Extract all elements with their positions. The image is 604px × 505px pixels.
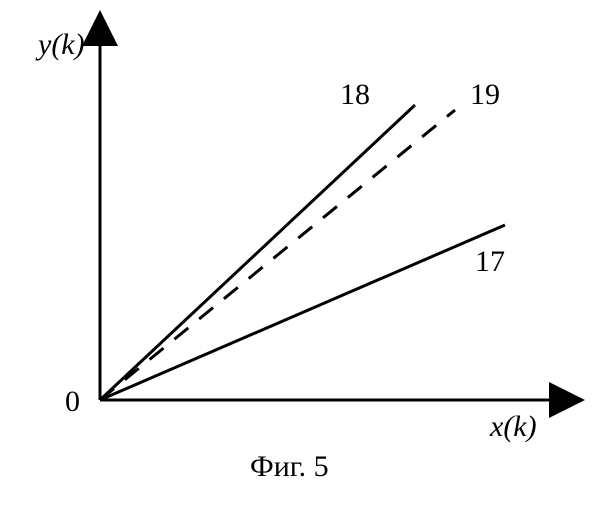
line-label-19: 19 xyxy=(470,78,500,112)
line-label-18: 18 xyxy=(340,78,370,112)
figure-caption: Фиг. 5 xyxy=(250,450,329,484)
x-axis-label: x(k) xyxy=(490,410,537,444)
y-axis-label: y(k) xyxy=(38,28,85,62)
line-label-17: 17 xyxy=(475,245,505,279)
line-chart: y(k) x(k) 0 Фиг. 5 17 18 19 xyxy=(0,0,604,500)
origin-label: 0 xyxy=(65,385,80,419)
data-lines xyxy=(100,105,505,400)
